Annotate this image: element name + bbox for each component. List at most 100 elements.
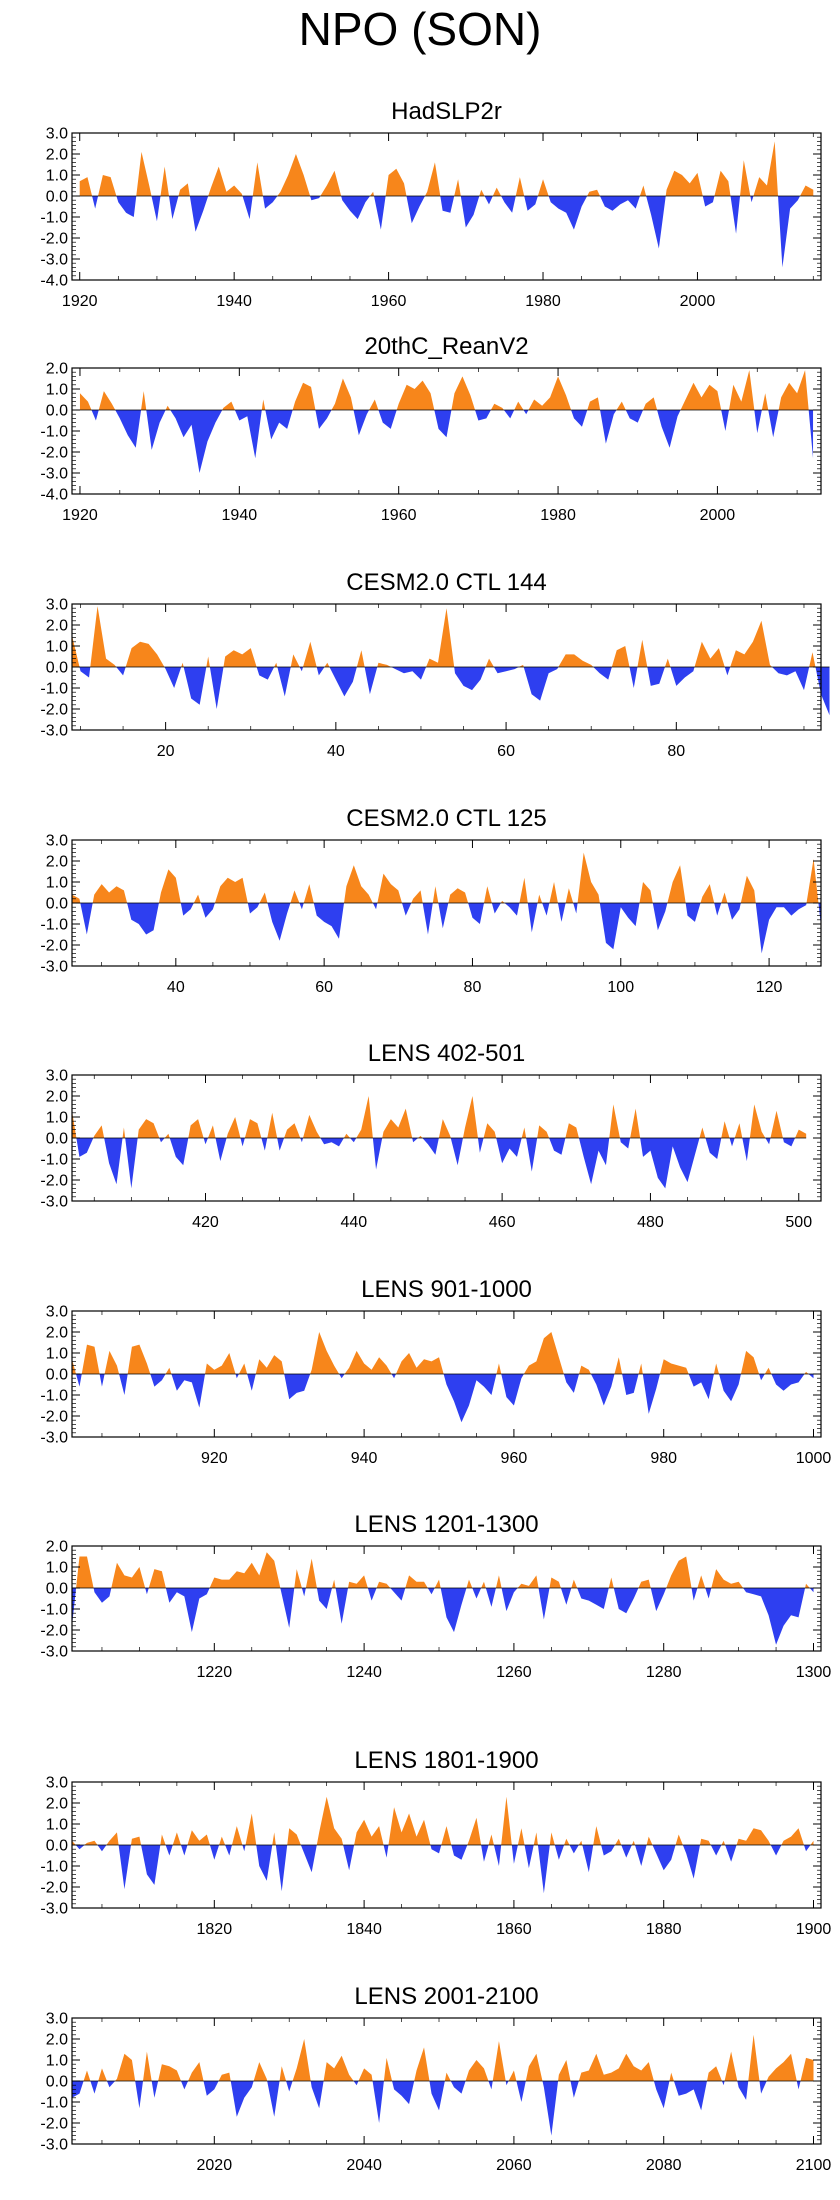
panel-6: LENS 901-1000 3.0 2.0 1.0 0.0 -1.0 -2.0 -3.0 920… <box>40 1276 831 1467</box>
y-tick-label: 2.0 <box>46 2032 68 2049</box>
positive-area <box>83 2034 814 2081</box>
x-tick-label: 1940 <box>222 507 258 524</box>
y-tick-label: -1.0 <box>40 1602 68 1619</box>
figure-title: NPO (SON) <box>298 3 542 55</box>
negative-area <box>79 667 830 716</box>
y-tick-label: 0.0 <box>46 660 68 677</box>
negative-area <box>72 2081 801 2136</box>
y-tick-label: 0.0 <box>46 2074 68 2091</box>
y-tick-label: -4.0 <box>40 273 68 290</box>
y-tick-label: 1.0 <box>46 1817 68 1834</box>
negative-area <box>92 196 801 268</box>
y-tick-label: 3.0 <box>46 126 68 143</box>
y-tick-label: -2.0 <box>40 702 68 719</box>
y-tick-label: 3.0 <box>46 1068 68 1085</box>
x-tick-label: 1220 <box>197 1664 233 1681</box>
y-tick-label: -1.0 <box>40 2095 68 2112</box>
y-tick-label: -2.0 <box>40 1623 68 1640</box>
x-tick-label: 500 <box>785 1214 812 1231</box>
x-tick-label: 1980 <box>525 293 561 310</box>
x-tick-label: 1260 <box>496 1664 532 1681</box>
y-tick-label: -2.0 <box>40 2116 68 2133</box>
y-tick-label: 0.0 <box>46 1838 68 1855</box>
y-tick-label: 1.0 <box>46 875 68 892</box>
y-tick-label: -3.0 <box>40 1430 68 1447</box>
x-tick-label: 1940 <box>216 293 252 310</box>
y-tick-label: -3.0 <box>40 723 68 740</box>
x-tick-label: 1300 <box>796 1664 832 1681</box>
y-tick-label: -3.0 <box>40 1644 68 1661</box>
y-tick-label: 2.0 <box>46 1325 68 1342</box>
negative-area <box>91 410 814 473</box>
y-tick-label: 1.0 <box>46 382 68 399</box>
panel-title: LENS 2001-2100 <box>354 1983 538 2010</box>
y-tick-label: 1.0 <box>46 168 68 185</box>
x-tick-label: 80 <box>464 979 482 996</box>
x-tick-label: 1920 <box>62 507 98 524</box>
y-tick-label: 2.0 <box>46 1539 68 1556</box>
y-tick-label: 1.0 <box>46 1560 68 1577</box>
panel-title: 20thC_ReanV2 <box>364 333 528 360</box>
panel-8: LENS 1801-1900 3.0 2.0 1.0 0.0 -1.0 -2.0 -3.0 18… <box>40 1747 831 1938</box>
y-tick-label: -2.0 <box>40 938 68 955</box>
positive-area <box>79 141 814 196</box>
x-tick-label: 1900 <box>796 1921 832 1938</box>
panel-3: CESM2.0 CTL 144 3.0 2.0 1.0 0.0 -1.0 -2.0 -3.0 2… <box>40 569 830 760</box>
plot-frame <box>71 1545 822 1652</box>
y-tick-label: -2.0 <box>40 231 68 248</box>
negative-area <box>80 903 822 954</box>
x-tick-label: 960 <box>501 1450 528 1467</box>
x-tick-label: 1960 <box>381 507 417 524</box>
y-tick-label: 1.0 <box>46 639 68 656</box>
x-tick-label: 120 <box>756 979 783 996</box>
positive-area <box>76 1552 810 1588</box>
y-tick-label: -1.0 <box>40 1859 68 1876</box>
x-tick-label: 2000 <box>700 507 736 524</box>
x-tick-label: 1880 <box>646 1921 682 1938</box>
x-tick-label: 2100 <box>796 2157 832 2174</box>
y-tick-label: 2.0 <box>46 1796 68 1813</box>
x-tick-label: 40 <box>327 743 345 760</box>
x-tick-label: 1960 <box>371 293 407 310</box>
negative-area <box>72 1588 814 1645</box>
positive-area <box>72 1796 814 1845</box>
x-tick-label: 100 <box>607 979 634 996</box>
x-tick-label: 20 <box>157 743 175 760</box>
y-tick-label: 1.0 <box>46 2053 68 2070</box>
y-tick-label: -1.0 <box>40 424 68 441</box>
y-tick-label: 3.0 <box>46 833 68 850</box>
y-tick-label: 2.0 <box>46 618 68 635</box>
panel-9: LENS 2001-2100 3.0 2.0 1.0 0.0 -1.0 -2.0 -3.0 20… <box>40 1983 831 2174</box>
x-tick-label: 2020 <box>197 2157 233 2174</box>
negative-area <box>76 1374 814 1423</box>
positive-area <box>72 1332 809 1374</box>
y-tick-label: -3.0 <box>40 1901 68 1918</box>
y-tick-label: -1.0 <box>40 917 68 934</box>
x-tick-label: 1000 <box>796 1450 832 1467</box>
x-tick-label: 80 <box>667 743 685 760</box>
panel-title: LENS 1201-1300 <box>354 1511 538 1538</box>
y-tick-label: 3.0 <box>46 1304 68 1321</box>
y-tick-label: 0.0 <box>46 1131 68 1148</box>
x-tick-label: 2080 <box>646 2157 682 2174</box>
y-tick-label: -3.0 <box>40 2137 68 2154</box>
x-tick-label: 60 <box>497 743 515 760</box>
x-tick-label: 60 <box>315 979 333 996</box>
positive-area <box>72 1096 807 1138</box>
y-tick-label: -3.0 <box>40 252 68 269</box>
y-tick-label: -1.0 <box>40 1152 68 1169</box>
x-tick-label: 920 <box>201 1450 228 1467</box>
x-tick-label: 460 <box>489 1214 516 1231</box>
y-tick-label: 0.0 <box>46 1581 68 1598</box>
x-tick-label: 440 <box>340 1214 367 1231</box>
y-tick-label: -3.0 <box>40 959 68 976</box>
y-tick-label: 0.0 <box>46 1367 68 1384</box>
positive-area <box>72 606 816 667</box>
plot-frame <box>71 132 822 281</box>
panel-title: CESM2.0 CTL 125 <box>346 805 547 832</box>
y-tick-label: 1.0 <box>46 1110 68 1127</box>
negative-area <box>75 1845 811 1894</box>
panel-title: LENS 402-501 <box>368 1040 525 1067</box>
